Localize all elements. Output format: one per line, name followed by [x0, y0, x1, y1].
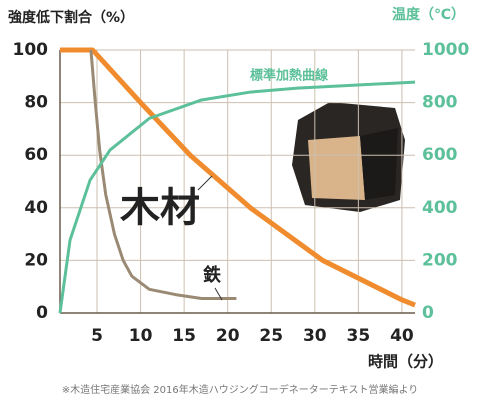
x-axis-title: 時間（分）: [368, 353, 443, 371]
leader-line: [197, 175, 213, 191]
x-tick-label: 20: [216, 326, 240, 346]
y2-tick-label: 600: [422, 145, 458, 165]
y2-axis-title: 温度（℃）: [392, 6, 465, 23]
y2-tick-label: 400: [422, 198, 458, 218]
y2-tick-label: 1000: [422, 40, 469, 60]
wood-photo: [292, 102, 405, 212]
y2-tick-label: 800: [422, 93, 458, 113]
y-tick-label: 60: [24, 145, 48, 165]
x-tick-label: 5: [91, 326, 103, 346]
series-label: 鉄: [203, 264, 221, 286]
series-label: 標準加熱曲線: [250, 68, 329, 84]
source-note: ※木造住宅産業協会 2016年木造ハウジングコーデネーターテキスト営業編より: [62, 383, 419, 396]
x-tick-label: 15: [172, 326, 196, 346]
leader-line: [214, 287, 223, 301]
y2-tick-label: 200: [422, 250, 458, 270]
series-line: [89, 49, 237, 301]
x-tick-label: 30: [303, 326, 327, 346]
x-tick-label: 10: [129, 326, 153, 346]
y-tick-label: 80: [24, 93, 48, 113]
series-line: [60, 47, 416, 308]
y2-tick-label: 0: [422, 303, 434, 323]
y-tick-label: 0: [36, 303, 48, 323]
series-label: 木材: [120, 185, 200, 231]
x-tick-label: 25: [259, 326, 283, 346]
x-tick-label: 40: [390, 326, 414, 346]
y-tick-label: 100: [13, 40, 49, 60]
y-tick-label: 40: [24, 198, 48, 218]
y-axis-title: 強度低下割合（%）: [8, 9, 134, 26]
y-tick-label: 20: [24, 250, 48, 270]
series-line: [58, 80, 416, 314]
x-tick-label: 35: [347, 326, 371, 346]
